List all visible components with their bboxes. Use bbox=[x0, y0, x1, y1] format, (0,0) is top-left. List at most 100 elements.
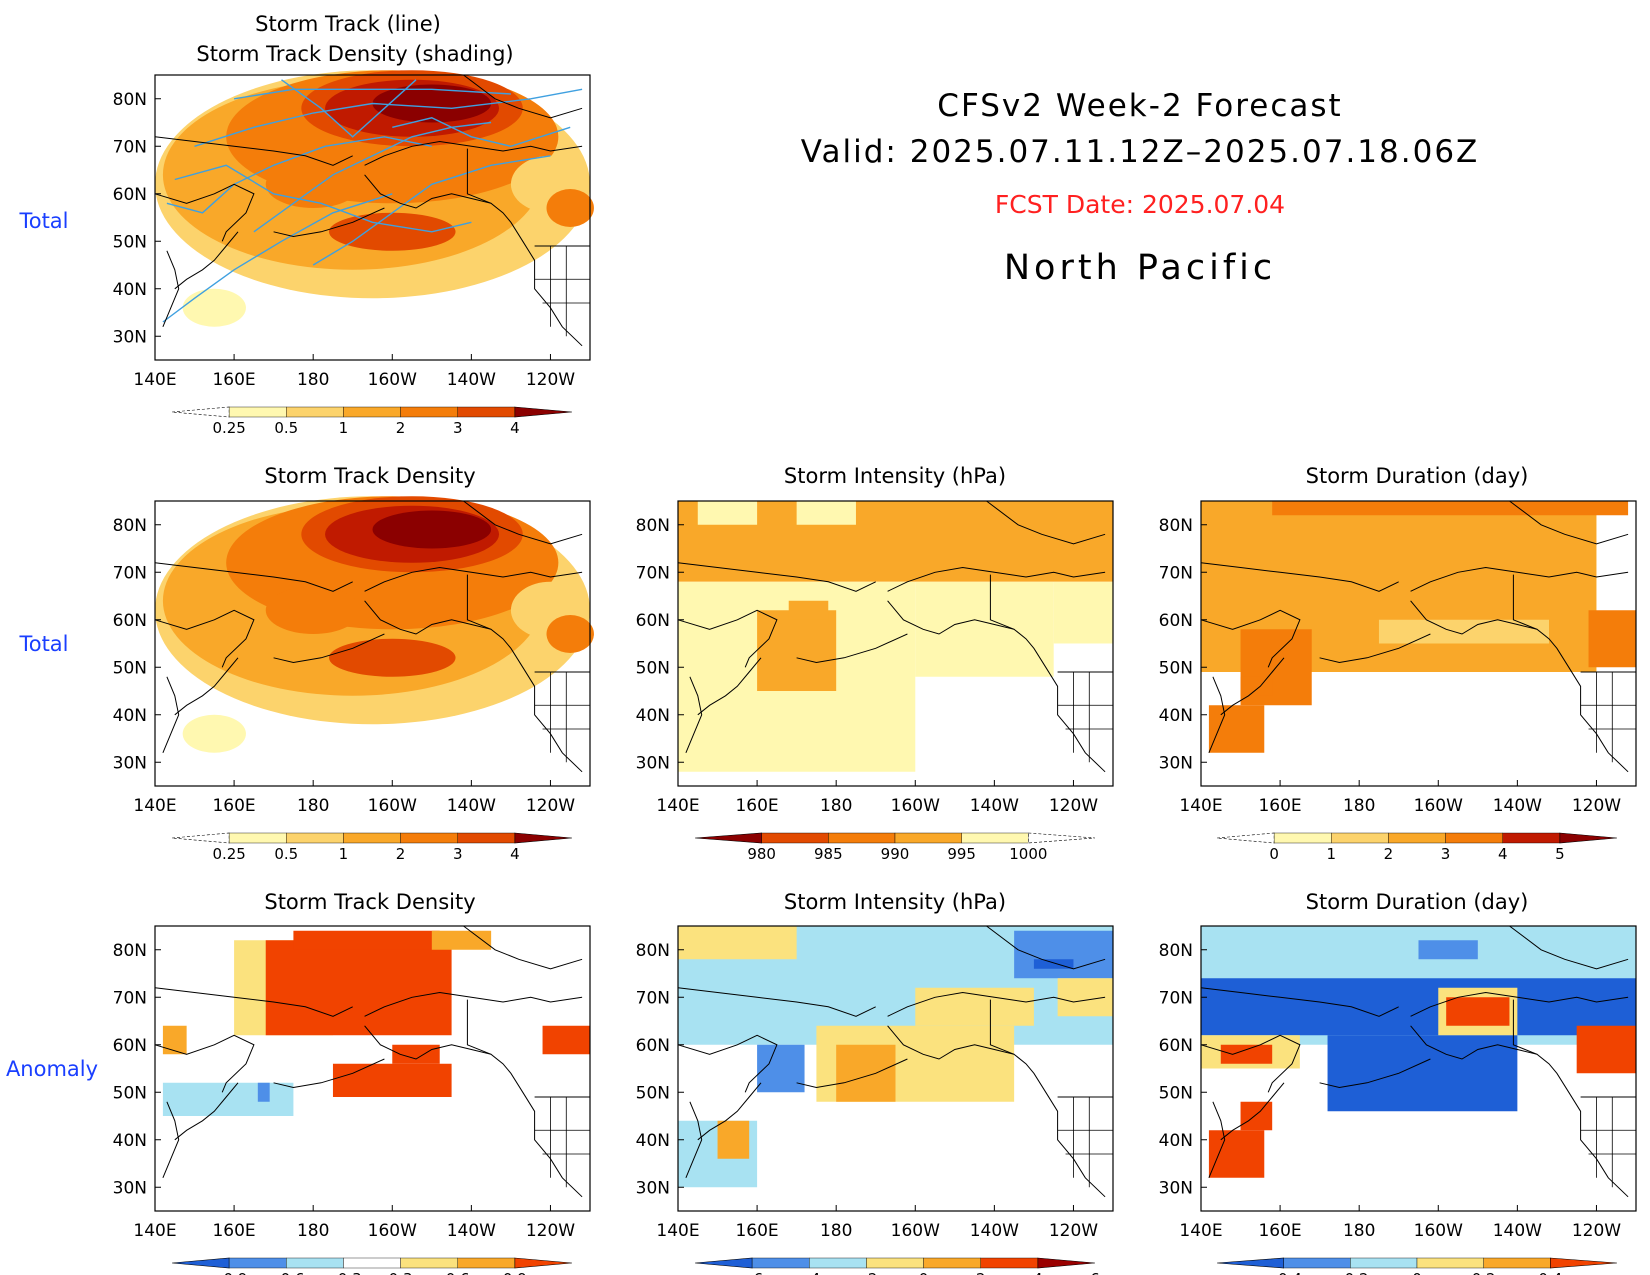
colorbar-swatch bbox=[457, 406, 516, 418]
lon-tick-label: 160E bbox=[735, 1221, 778, 1241]
lat-tick-label: 80N bbox=[113, 516, 147, 536]
density-contour bbox=[182, 714, 246, 753]
panel-frame bbox=[677, 925, 1114, 1212]
header-title: CFSv2 Week-2 Forecast bbox=[937, 88, 1342, 124]
colorbar-swatch bbox=[1483, 1257, 1551, 1269]
coastline bbox=[174, 1082, 239, 1141]
lon-tick-label: 180 bbox=[820, 796, 852, 816]
coastline bbox=[364, 991, 583, 1017]
coastline bbox=[1200, 562, 1399, 592]
coastline bbox=[887, 991, 1106, 1017]
lat-tick-label: 60N bbox=[113, 1036, 147, 1056]
colorbar-end bbox=[1216, 832, 1275, 844]
panel-frame bbox=[677, 500, 1114, 787]
field-cell bbox=[1220, 1044, 1273, 1064]
coastline bbox=[364, 566, 583, 592]
colorbar-label: −0.4 bbox=[1265, 1270, 1301, 1275]
lat-tick-label: 50N bbox=[636, 658, 670, 678]
field-cell bbox=[1208, 705, 1265, 753]
coastline bbox=[463, 925, 583, 970]
coastline bbox=[1410, 566, 1629, 592]
coastline bbox=[463, 74, 583, 119]
lon-tick-label: 120W bbox=[526, 370, 575, 390]
lat-tick-label: 70N bbox=[636, 563, 670, 583]
coastline bbox=[463, 500, 583, 545]
colorbar-label: 1 bbox=[1327, 845, 1337, 863]
colorbar-label: 0 bbox=[919, 1270, 929, 1275]
lat-tick-label: 70N bbox=[636, 988, 670, 1008]
field-cell bbox=[796, 501, 856, 525]
lon-tick-label: 120W bbox=[526, 1221, 575, 1241]
panel-top-title-2: Storm Track Density (shading) bbox=[196, 42, 513, 66]
lat-tick-label: 30N bbox=[113, 753, 147, 773]
coastline bbox=[1208, 1101, 1226, 1178]
lon-tick-label: 160W bbox=[1414, 1221, 1463, 1241]
coastline bbox=[154, 1034, 255, 1093]
colorbar-swatch bbox=[980, 1257, 1039, 1269]
lat-tick-label: 80N bbox=[113, 941, 147, 961]
panel-r3c1-title: Storm Track Density bbox=[264, 890, 475, 914]
panel-r2c1-title: Storm Track Density bbox=[264, 464, 475, 488]
lat-tick-label: 80N bbox=[1159, 941, 1193, 961]
field-cell bbox=[332, 1063, 452, 1097]
coastline bbox=[1220, 657, 1285, 716]
field-cell bbox=[1272, 501, 1629, 516]
colorbar-label: 4 bbox=[1498, 845, 1508, 863]
map-panels: 140E 160E 180 160W 140W 120W80N70N60N50N40N30… bbox=[113, 70, 1637, 1275]
colorbar-label: 3 bbox=[453, 419, 463, 437]
coastline bbox=[1509, 500, 1629, 545]
colorbar-swatch bbox=[400, 832, 458, 844]
colorbar-end bbox=[1028, 832, 1096, 844]
colorbar-label: 3 bbox=[453, 845, 463, 863]
colorbar-swatch bbox=[286, 832, 344, 844]
colorbar-label: 2 bbox=[1384, 845, 1394, 863]
lat-tick-label: 40N bbox=[636, 1131, 670, 1151]
storm-track-line bbox=[194, 88, 583, 147]
lat-tick-label: 50N bbox=[113, 1083, 147, 1103]
lat-tick-label: 50N bbox=[113, 232, 147, 252]
coastline bbox=[1220, 1082, 1285, 1141]
colorbar-swatch bbox=[751, 1257, 810, 1269]
header-region: North Pacific bbox=[1004, 248, 1276, 288]
panel-r2c1: 140E 160E 180 160W 140W 120W80N70N60N50N40N30… bbox=[113, 496, 594, 863]
lon-tick-label: 160E bbox=[1258, 1221, 1301, 1241]
field-cell bbox=[542, 1025, 590, 1055]
coastline bbox=[273, 633, 385, 664]
colorbar-swatch bbox=[457, 1257, 516, 1269]
colorbar-label: 0 bbox=[1269, 845, 1279, 863]
colorbar-label: −2 bbox=[855, 1270, 877, 1275]
lon-tick-label: 140E bbox=[1179, 796, 1222, 816]
lon-tick-label: 140E bbox=[133, 796, 176, 816]
coastline bbox=[154, 987, 353, 1017]
lat-tick-label: 80N bbox=[113, 90, 147, 110]
field-cell bbox=[1240, 676, 1273, 696]
coastline bbox=[1509, 925, 1629, 970]
lat-tick-label: 40N bbox=[1159, 706, 1193, 726]
lat-tick-label: 70N bbox=[1159, 563, 1193, 583]
field-cell bbox=[1418, 940, 1478, 960]
lon-tick-label: 140W bbox=[447, 370, 496, 390]
lat-tick-label: 30N bbox=[113, 1178, 147, 1198]
coastline bbox=[162, 676, 180, 753]
colorbar-label: 0.2 bbox=[1472, 1270, 1496, 1275]
lon-tick-label: 160E bbox=[735, 796, 778, 816]
field-cell bbox=[1588, 610, 1636, 668]
coastline bbox=[1208, 676, 1226, 753]
coastline bbox=[697, 1082, 762, 1141]
panel-top-title-1: Storm Track (line) bbox=[255, 12, 441, 36]
colorbar-end bbox=[694, 832, 762, 844]
lat-tick-label: 80N bbox=[636, 516, 670, 536]
lat-tick-label: 80N bbox=[636, 941, 670, 961]
lon-tick-label: 180 bbox=[820, 1221, 852, 1241]
lon-tick-label: 160E bbox=[212, 370, 255, 390]
colorbar-swatch bbox=[828, 832, 896, 844]
lon-tick-label: 140E bbox=[656, 1221, 699, 1241]
colorbar-swatch bbox=[1416, 1257, 1484, 1269]
panel-frame bbox=[154, 74, 591, 361]
lat-tick-label: 30N bbox=[113, 327, 147, 347]
field-cell bbox=[265, 940, 452, 1036]
colorbar-swatch bbox=[1388, 832, 1446, 844]
colorbar-swatch bbox=[457, 832, 516, 844]
coastline bbox=[677, 562, 876, 592]
lon-tick-label: 140E bbox=[133, 1221, 176, 1241]
